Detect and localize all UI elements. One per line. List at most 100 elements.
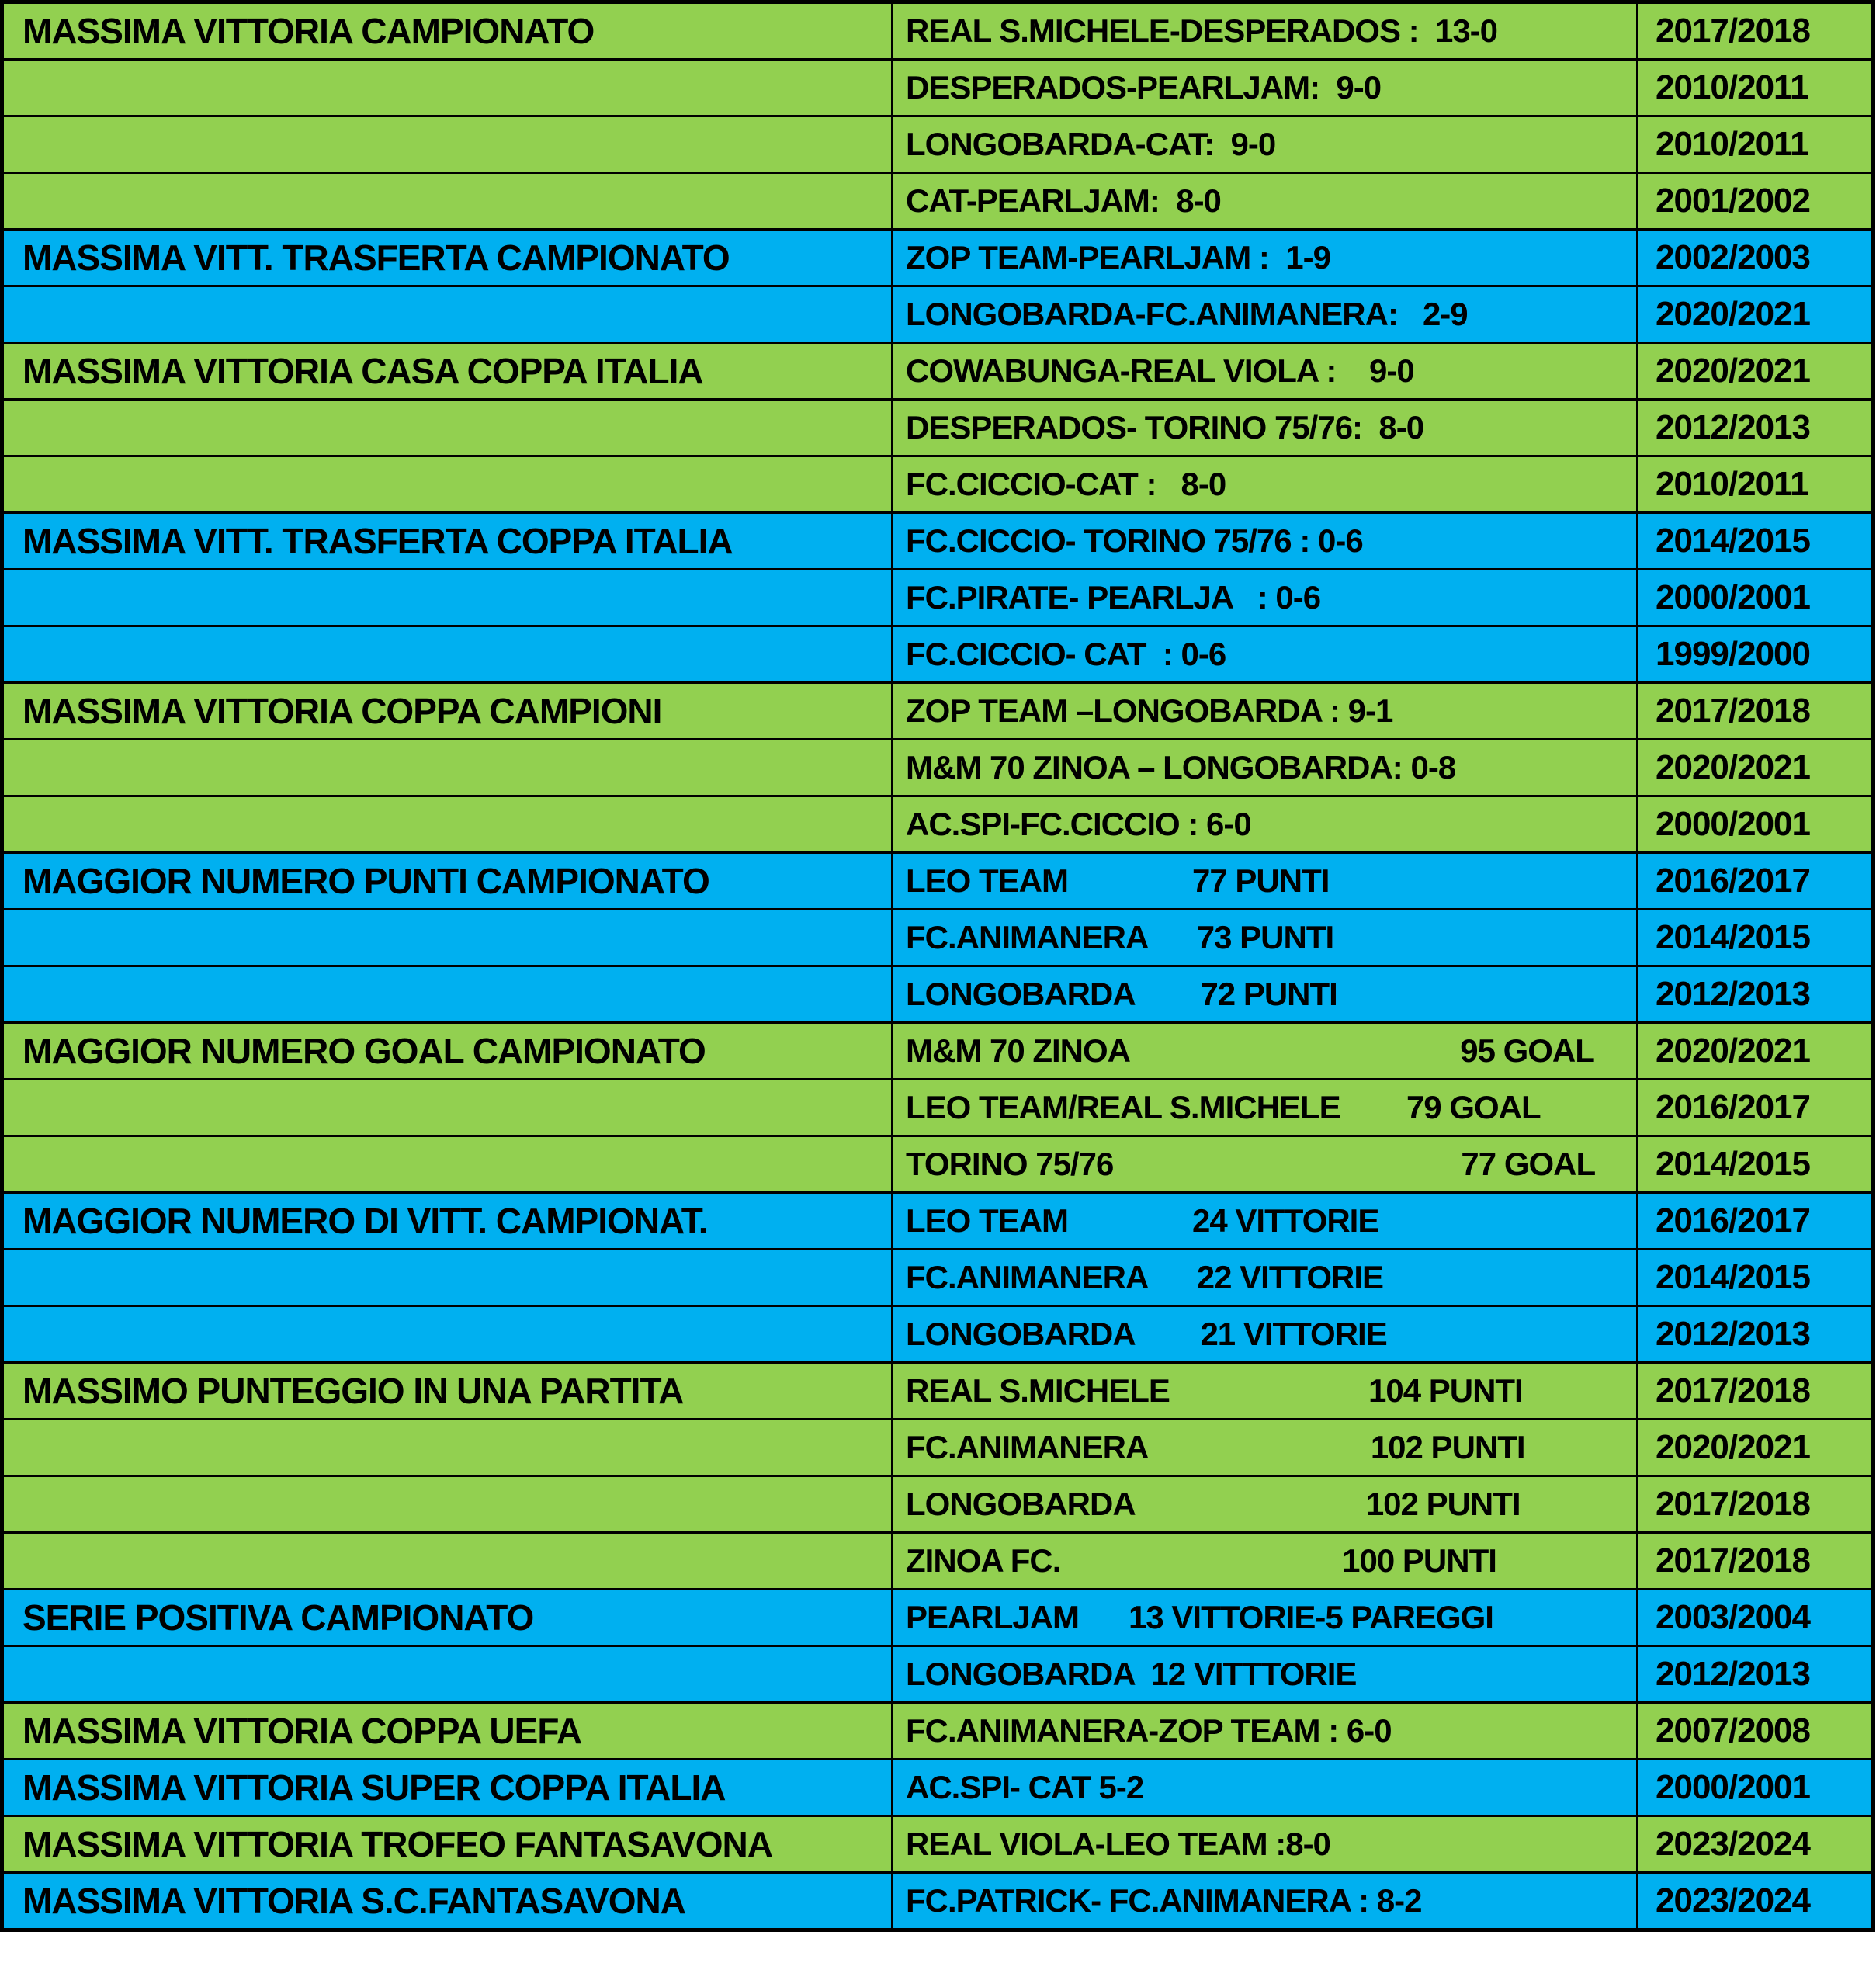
season-cell: 2020/2021 xyxy=(1638,287,1871,342)
record-cell: ZOP TEAM –LONGOBARDA : 9-1 xyxy=(893,684,1636,738)
record-cell: LONGOBARDA 21 VITTORIE xyxy=(893,1307,1636,1361)
record-cell: LONGOBARDA 12 VITTTORIE xyxy=(893,1647,1636,1701)
season-cell: 2017/2018 xyxy=(1638,1364,1871,1418)
season-cell: 2016/2017 xyxy=(1638,854,1871,908)
record-cell: M&M 70 ZINOA – LONGOBARDA: 0-8 xyxy=(893,740,1636,795)
category-cell: MASSIMA VITTORIA CASA COPPA ITALIA xyxy=(4,344,891,398)
category-cell xyxy=(4,1080,891,1135)
record-cell: REAL S.MICHELE 104 PUNTI xyxy=(893,1364,1636,1418)
season-cell: 2020/2021 xyxy=(1638,1024,1871,1078)
category-cell xyxy=(4,1137,891,1191)
category-cell xyxy=(4,287,891,342)
season-cell: 2014/2015 xyxy=(1638,1137,1871,1191)
season-cell: 2010/2011 xyxy=(1638,457,1871,511)
record-cell: FC.CICCIO- TORINO 75/76 : 0-6 xyxy=(893,514,1636,568)
category-cell xyxy=(4,1647,891,1701)
season-cell: 2014/2015 xyxy=(1638,910,1871,965)
record-cell: LONGOBARDA 72 PUNTI xyxy=(893,967,1636,1021)
season-cell: 2023/2024 xyxy=(1638,1874,1871,1928)
season-cell: 2017/2018 xyxy=(1638,684,1871,738)
season-cell: 2001/2002 xyxy=(1638,174,1871,228)
season-cell: 2020/2021 xyxy=(1638,740,1871,795)
record-cell: LEO TEAM/REAL S.MICHELE 79 GOAL xyxy=(893,1080,1636,1135)
record-cell: PEARLJAM 13 VITTORIE-5 PAREGGI xyxy=(893,1590,1636,1645)
record-cell: LONGOBARDA-FC.ANIMANERA: 2-9 xyxy=(893,287,1636,342)
season-cell: 2010/2011 xyxy=(1638,117,1871,172)
season-cell: 2003/2004 xyxy=(1638,1590,1871,1645)
category-cell: MASSIMA VITTORIA COPPA CAMPIONI xyxy=(4,684,891,738)
category-cell xyxy=(4,1307,891,1361)
record-cell: TORINO 75/76 77 GOAL xyxy=(893,1137,1636,1191)
category-cell xyxy=(4,1250,891,1305)
record-cell: REAL VIOLA-LEO TEAM :8-0 xyxy=(893,1817,1636,1871)
category-cell xyxy=(4,1477,891,1531)
season-cell: 2014/2015 xyxy=(1638,514,1871,568)
season-cell: 2023/2024 xyxy=(1638,1817,1871,1871)
category-cell xyxy=(4,1534,891,1588)
season-cell: 2012/2013 xyxy=(1638,401,1871,455)
season-cell: 2020/2021 xyxy=(1638,1420,1871,1475)
category-cell xyxy=(4,797,891,851)
season-cell: 1999/2000 xyxy=(1638,627,1871,681)
record-cell: LONGOBARDA 102 PUNTI xyxy=(893,1477,1636,1531)
record-cell: AC.SPI- CAT 5-2 xyxy=(893,1760,1636,1815)
season-cell: 2012/2013 xyxy=(1638,967,1871,1021)
season-cell: 2020/2021 xyxy=(1638,344,1871,398)
season-cell: 2012/2013 xyxy=(1638,1647,1871,1701)
season-cell: 2017/2018 xyxy=(1638,4,1871,58)
category-cell: MASSIMO PUNTEGGIO IN UNA PARTITA xyxy=(4,1364,891,1418)
category-cell: MASSIMA VITT. TRASFERTA COPPA ITALIA xyxy=(4,514,891,568)
season-cell: 2000/2001 xyxy=(1638,797,1871,851)
category-cell xyxy=(4,457,891,511)
season-cell: 2002/2003 xyxy=(1638,231,1871,285)
season-cell: 2012/2013 xyxy=(1638,1307,1871,1361)
category-cell xyxy=(4,910,891,965)
category-cell xyxy=(4,61,891,115)
record-cell: FC.ANIMANERA 22 VITTORIE xyxy=(893,1250,1636,1305)
record-cell: LEO TEAM 77 PUNTI xyxy=(893,854,1636,908)
category-cell xyxy=(4,627,891,681)
record-cell: FC.CICCIO-CAT : 8-0 xyxy=(893,457,1636,511)
season-cell: 2014/2015 xyxy=(1638,1250,1871,1305)
record-cell: COWABUNGA-REAL VIOLA : 9-0 xyxy=(893,344,1636,398)
category-cell xyxy=(4,117,891,172)
season-cell: 2010/2011 xyxy=(1638,61,1871,115)
season-cell: 2016/2017 xyxy=(1638,1080,1871,1135)
category-cell: MAGGIOR NUMERO PUNTI CAMPIONATO xyxy=(4,854,891,908)
record-cell: M&M 70 ZINOA 95 GOAL xyxy=(893,1024,1636,1078)
category-cell: MASSIMA VITT. TRASFERTA CAMPIONATO xyxy=(4,231,891,285)
record-cell: FC.PATRICK- FC.ANIMANERA : 8-2 xyxy=(893,1874,1636,1928)
category-cell: MAGGIOR NUMERO DI VITT. CAMPIONAT. xyxy=(4,1194,891,1248)
category-cell: MASSIMA VITTORIA CAMPIONATO xyxy=(4,4,891,58)
record-cell: FC.PIRATE- PEARLJA : 0-6 xyxy=(893,570,1636,625)
record-cell: DESPERADOS- TORINO 75/76: 8-0 xyxy=(893,401,1636,455)
category-cell: SERIE POSITIVA CAMPIONATO xyxy=(4,1590,891,1645)
record-cell: CAT-PEARLJAM: 8-0 xyxy=(893,174,1636,228)
category-cell xyxy=(4,401,891,455)
record-cell: FC.CICCIO- CAT : 0-6 xyxy=(893,627,1636,681)
category-cell xyxy=(4,174,891,228)
category-cell: MAGGIOR NUMERO GOAL CAMPIONATO xyxy=(4,1024,891,1078)
season-cell: 2000/2001 xyxy=(1638,1760,1871,1815)
category-cell: MASSIMA VITTORIA SUPER COPPA ITALIA xyxy=(4,1760,891,1815)
record-cell: REAL S.MICHELE-DESPERADOS : 13-0 xyxy=(893,4,1636,58)
category-cell: MASSIMA VITTORIA COPPA UEFA xyxy=(4,1704,891,1758)
records-table: MASSIMA VITTORIA CAMPIONATO REAL S.MICHEL… xyxy=(0,0,1875,1932)
record-cell: FC.ANIMANERA 102 PUNTI xyxy=(893,1420,1636,1475)
record-cell: LEO TEAM 24 VITTORIE xyxy=(893,1194,1636,1248)
category-cell: MASSIMA VITTORIA TROFEO FANTASAVONA xyxy=(4,1817,891,1871)
season-cell: 2007/2008 xyxy=(1638,1704,1871,1758)
record-cell: AC.SPI-FC.CICCIO : 6-0 xyxy=(893,797,1636,851)
record-cell: ZOP TEAM-PEARLJAM : 1-9 xyxy=(893,231,1636,285)
category-cell: MASSIMA VITTORIA S.C.FANTASAVONA xyxy=(4,1874,891,1928)
category-cell xyxy=(4,570,891,625)
record-cell: FC.ANIMANERA 73 PUNTI xyxy=(893,910,1636,965)
season-cell: 2016/2017 xyxy=(1638,1194,1871,1248)
record-cell: DESPERADOS-PEARLJAM: 9-0 xyxy=(893,61,1636,115)
season-cell: 2000/2001 xyxy=(1638,570,1871,625)
record-cell: FC.ANIMANERA-ZOP TEAM : 6-0 xyxy=(893,1704,1636,1758)
season-cell: 2017/2018 xyxy=(1638,1534,1871,1588)
record-cell: LONGOBARDA-CAT: 9-0 xyxy=(893,117,1636,172)
category-cell xyxy=(4,740,891,795)
